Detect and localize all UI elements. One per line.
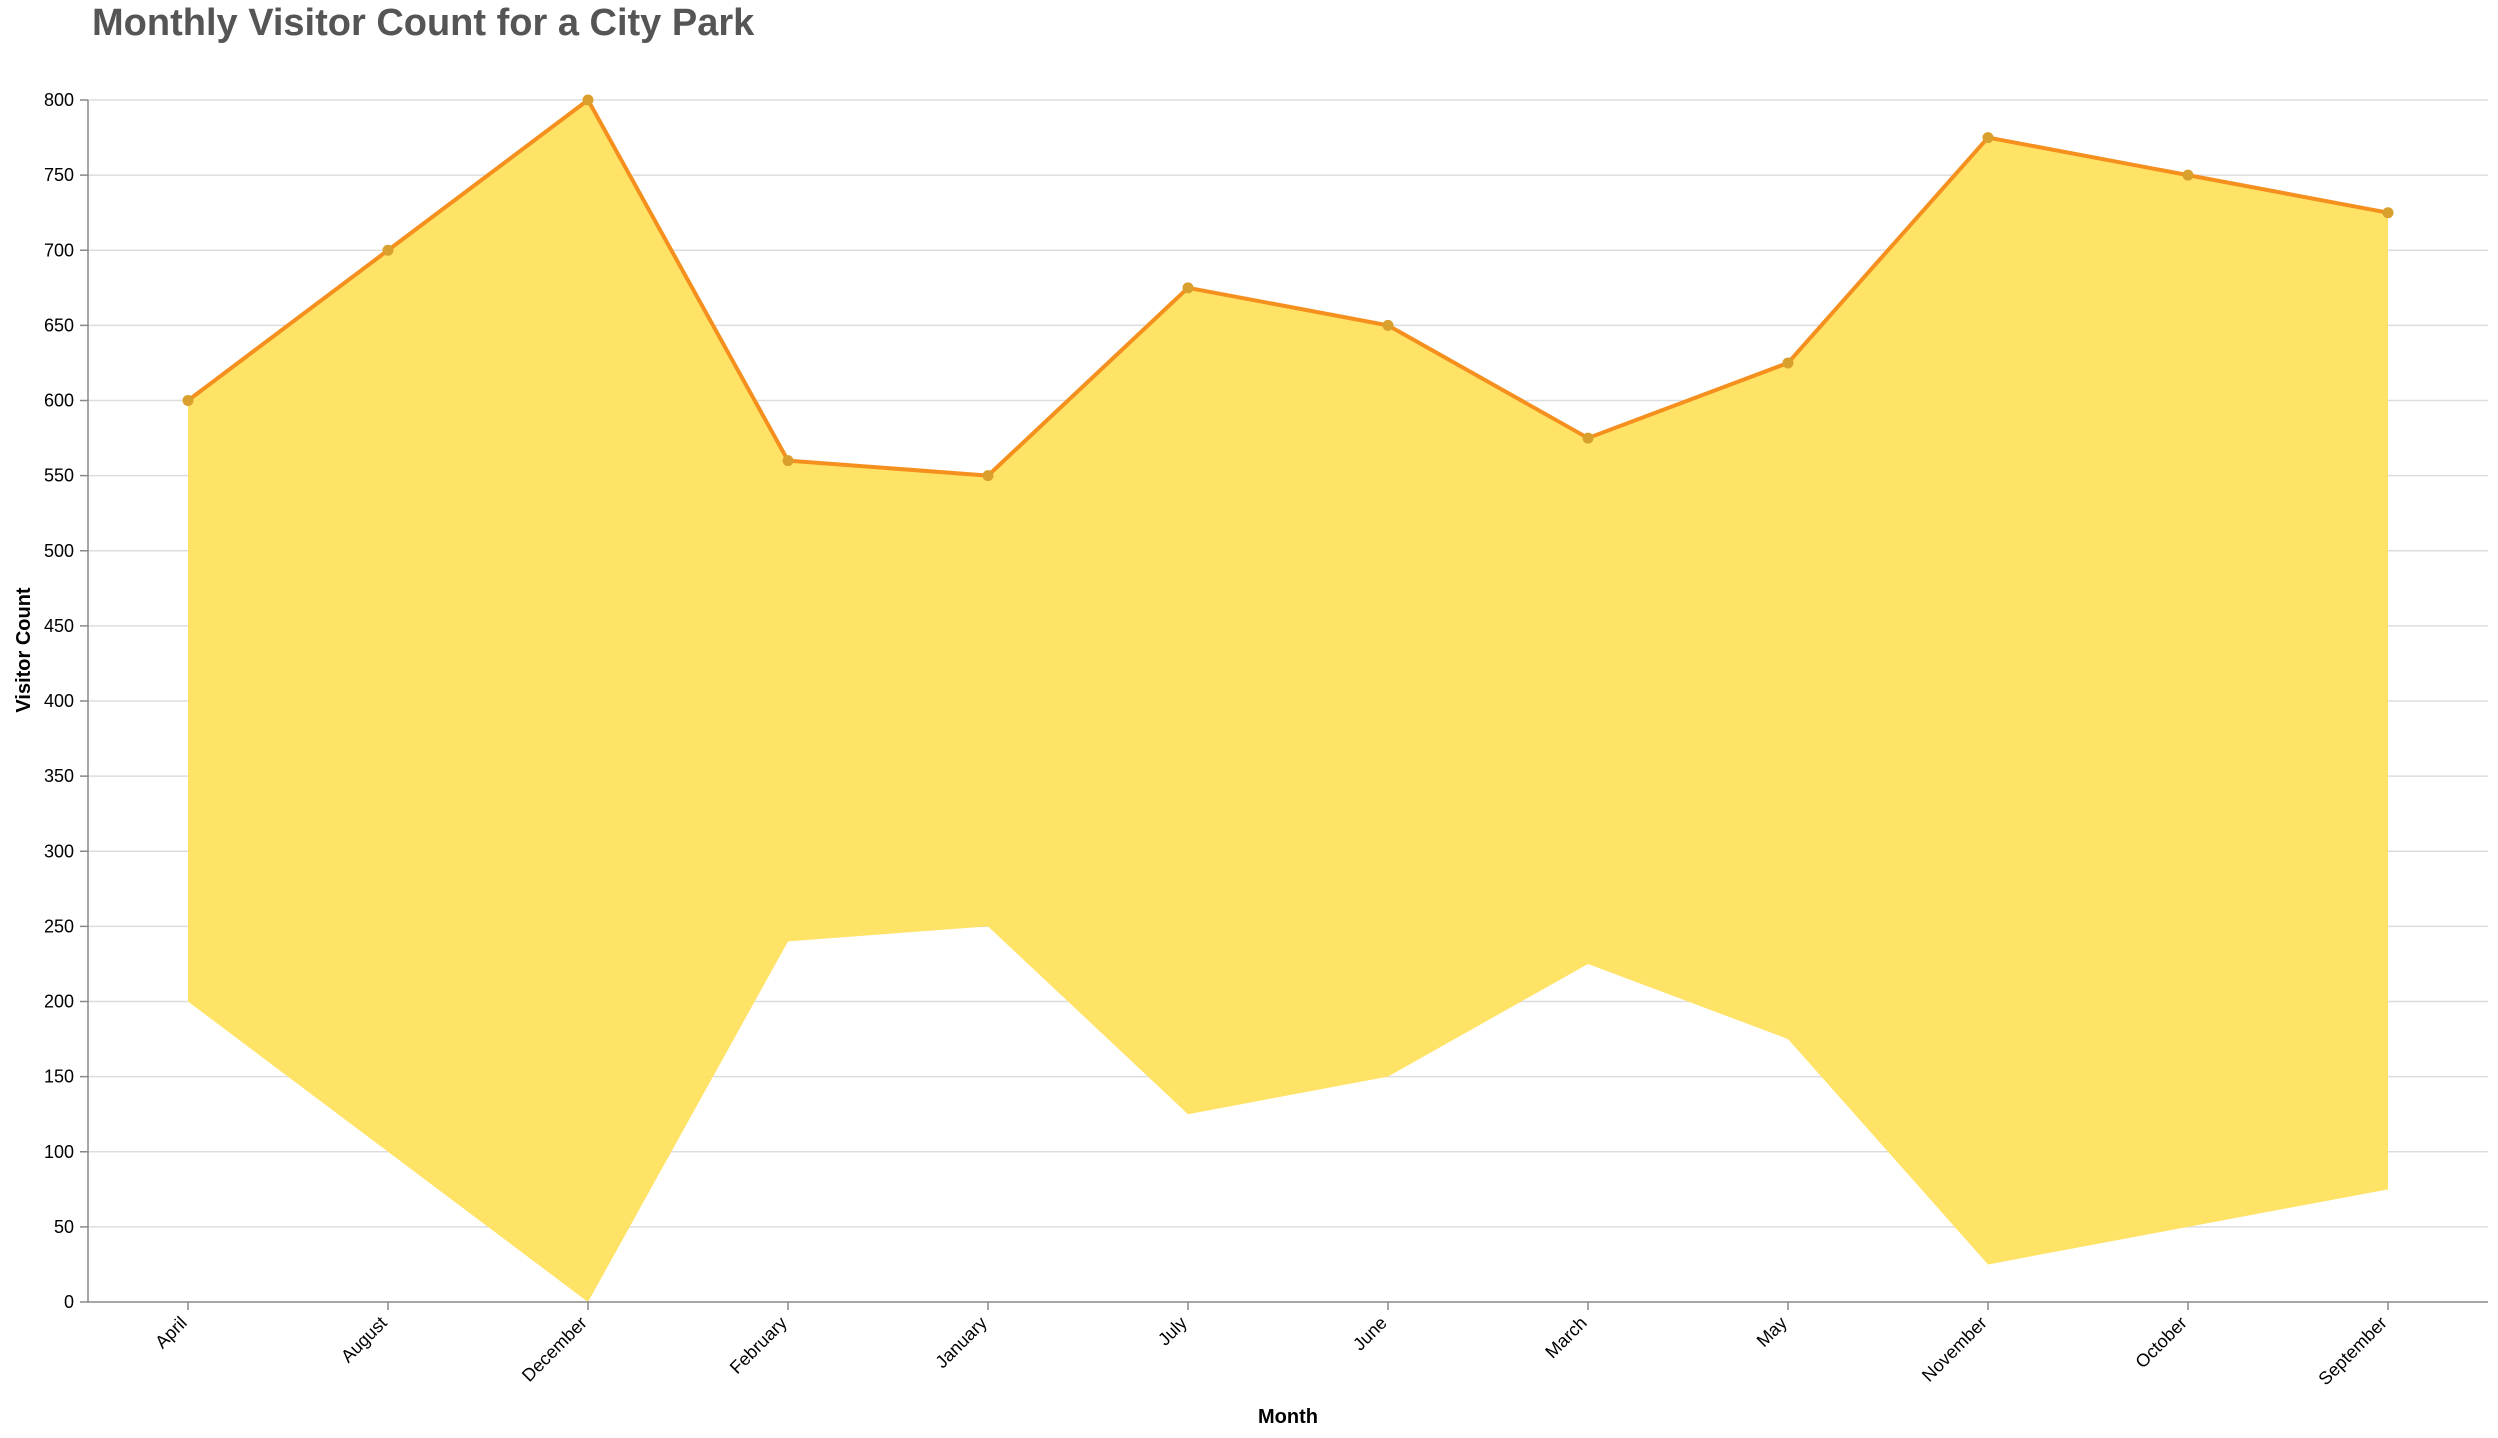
- y-tick-label: 800: [44, 90, 74, 110]
- high-series-point: [382, 244, 394, 256]
- y-tick-label: 350: [44, 766, 74, 786]
- high-series-line: [186, 98, 2389, 478]
- y-tick-label: 500: [44, 541, 74, 561]
- y-tick-label: 600: [44, 391, 74, 411]
- x-tick-label: September: [2314, 1313, 2390, 1389]
- y-tick-label: 300: [44, 841, 74, 861]
- y-tick-label: 650: [44, 315, 74, 335]
- y-tick-label: 250: [44, 916, 74, 936]
- x-tick-label: July: [1154, 1313, 1191, 1350]
- x-tick-label: June: [1349, 1313, 1391, 1355]
- y-tick-label: 50: [54, 1217, 74, 1237]
- point-layer: [182, 94, 2394, 482]
- y-tick-label: 100: [44, 1142, 74, 1162]
- y-tick-label: 150: [44, 1067, 74, 1087]
- x-tick-label: February: [726, 1313, 791, 1378]
- high-series-point: [182, 395, 194, 406]
- x-axis-title: Month: [1258, 1406, 1318, 1428]
- x-tick-label: January: [931, 1313, 990, 1372]
- y-axis-title: Visitor Count: [13, 587, 35, 713]
- high-series-point: [1382, 319, 1394, 331]
- band-layer: [188, 100, 2388, 1302]
- y-tick-label: 750: [44, 165, 74, 185]
- x-tick-label: November: [1918, 1313, 1991, 1386]
- high-series-point: [582, 94, 594, 106]
- range-band-area: [188, 100, 2388, 1302]
- x-tick-label: August: [337, 1313, 391, 1367]
- line-layer: [186, 98, 2389, 478]
- y-tick-label: 450: [44, 616, 74, 636]
- high-series-point: [1782, 357, 1794, 369]
- high-series-point: [2382, 207, 2394, 219]
- x-tick-label: December: [518, 1313, 591, 1386]
- chart-title: Monthly Visitor Count for a City Park: [92, 2, 755, 44]
- y-tick-label: 700: [44, 240, 74, 260]
- high-series-point: [1582, 432, 1594, 444]
- x-tick-label: April: [151, 1313, 191, 1353]
- high-series-point: [782, 455, 794, 467]
- high-series-point: [982, 470, 994, 482]
- y-tick-label: 550: [44, 466, 74, 486]
- high-series-point: [2182, 169, 2194, 181]
- high-series-point: [1982, 132, 1994, 144]
- x-tick-label: October: [2131, 1313, 2190, 1372]
- y-tick-label: 0: [64, 1292, 74, 1312]
- x-tick-label: March: [1541, 1313, 1591, 1363]
- x-tick-label: May: [1753, 1313, 1791, 1351]
- y-tick-label: 200: [44, 992, 74, 1012]
- y-tick-label: 400: [44, 691, 74, 711]
- high-series-point: [1182, 282, 1194, 294]
